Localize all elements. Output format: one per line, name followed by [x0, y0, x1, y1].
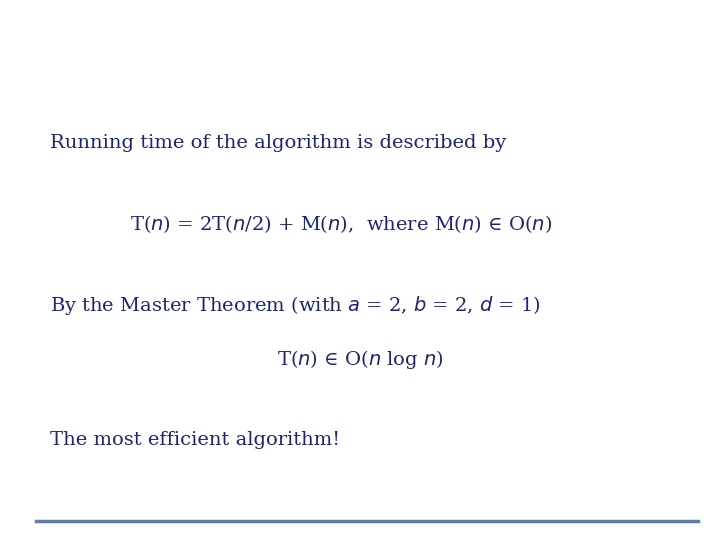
Text: By the Master Theorem (with $a$ = 2, $b$ = 2, $d$ = 1): By the Master Theorem (with $a$ = 2, $b$… [50, 294, 541, 316]
Text: Running time of the algorithm is described by: Running time of the algorithm is describ… [50, 134, 507, 152]
Text: T($n$) ∈ O($n$ log $n$): T($n$) ∈ O($n$ log $n$) [276, 348, 444, 370]
Text: The most efficient algorithm!: The most efficient algorithm! [50, 431, 341, 449]
Text: T($n$) = 2T($n$/2) + M($n$),  where M($n$) ∈ O($n$): T($n$) = 2T($n$/2) + M($n$), where M($n$… [130, 213, 552, 235]
